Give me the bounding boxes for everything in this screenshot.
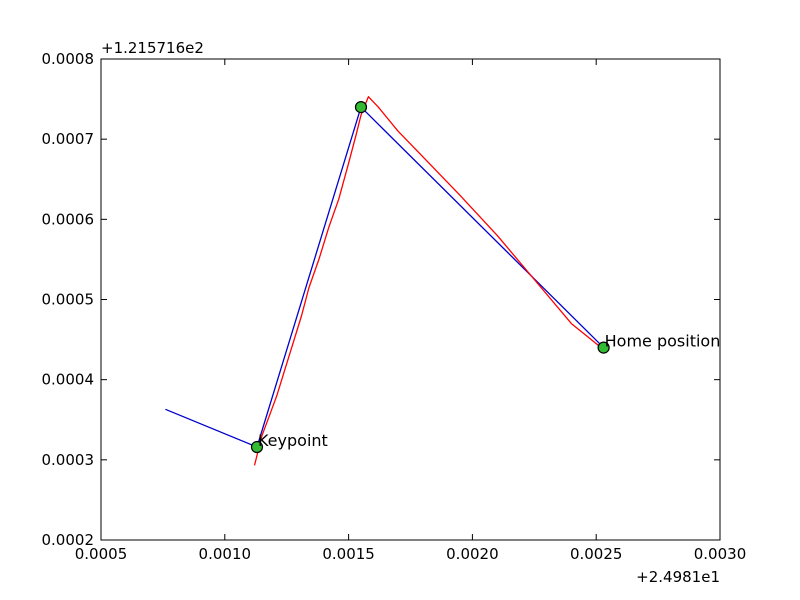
y-tick-label: 0.0005 <box>42 291 95 309</box>
x-tick-label: 0.0010 <box>199 545 252 563</box>
annotation-label: Home position <box>605 332 721 351</box>
x-tick-label: 0.0030 <box>694 545 747 563</box>
x-tick-label: 0.0005 <box>75 545 128 563</box>
marker-point <box>250 440 264 454</box>
y-offset-label: +1.215716e2 <box>101 39 204 57</box>
y-tick-label: 0.0008 <box>42 50 95 68</box>
plot-area: Keypoint Home position <box>165 96 721 466</box>
axis-ticks: 0.0005 0.0010 0.0015 0.0020 0.0025 0.0030 0.00… <box>42 50 747 563</box>
marker-point <box>354 100 368 114</box>
y-tick-label: 0.0002 <box>42 531 95 549</box>
y-tick-label: 0.0003 <box>42 451 95 469</box>
axes-frame <box>100 58 721 541</box>
annotation-label: Keypoint <box>258 431 328 450</box>
marker-point <box>597 341 610 354</box>
x-tick-label: 0.0015 <box>322 545 375 563</box>
series-line-0 <box>165 106 605 448</box>
y-tick-label: 0.0004 <box>42 371 95 389</box>
y-tick-label: 0.0007 <box>42 130 95 148</box>
series-line-1 <box>253 96 602 466</box>
x-offset-label: +2.4981e1 <box>636 568 720 586</box>
y-tick-label: 0.0006 <box>42 210 95 228</box>
x-tick-label: 0.0020 <box>446 545 499 563</box>
x-tick-label: 0.0025 <box>570 545 623 563</box>
